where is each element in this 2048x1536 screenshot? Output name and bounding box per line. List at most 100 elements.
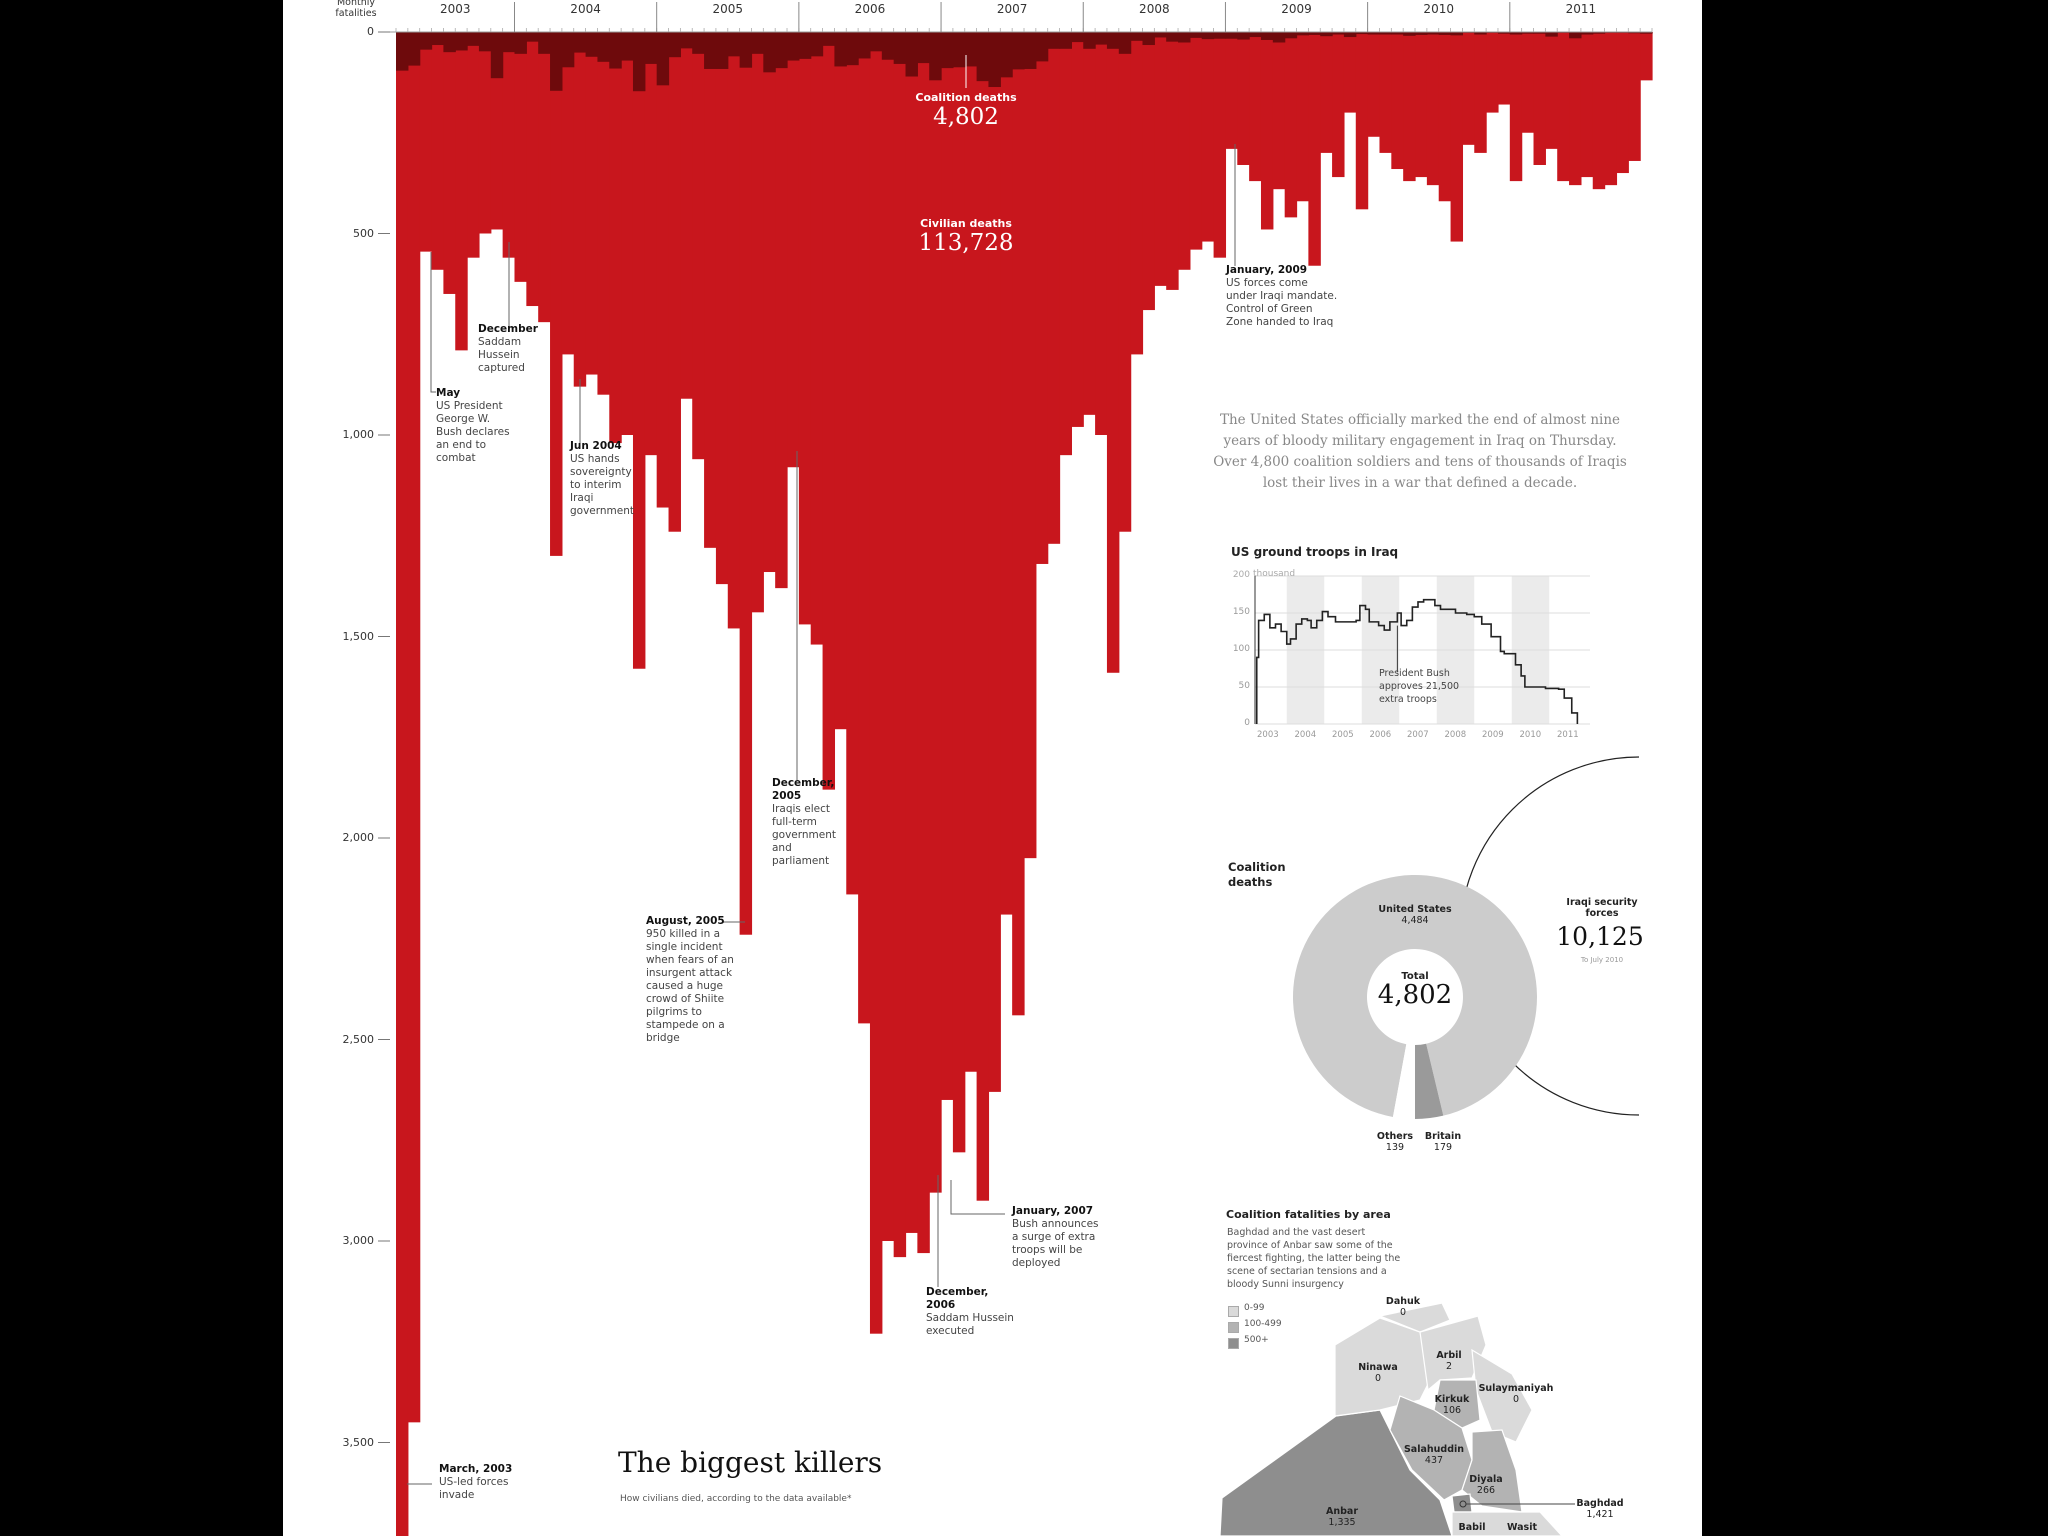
region-diyala (1461, 1429, 1523, 1513)
region-name: Diyala (1469, 1474, 1503, 1485)
map-label-kirkuk: Kirkuk 106 (1435, 1394, 1470, 1416)
coalition-bar (609, 32, 622, 69)
coalition-bar (597, 32, 610, 62)
coalition-bar (1592, 32, 1606, 34)
y-tick-label: 500 (353, 226, 374, 240)
year-label: 2011 (1565, 2, 1597, 16)
civilian-bar (1106, 32, 1120, 673)
coalition-bar (1106, 32, 1120, 49)
region-value: 266 (1476, 1485, 1496, 1496)
biggest-killers-title: The biggest killers (618, 1446, 883, 1479)
civilian-bar (1189, 32, 1203, 250)
map-label-dahuk: Dahuk 0 (1386, 1296, 1420, 1318)
civilian-bar (1628, 32, 1641, 161)
donut-total-label: Total (1401, 971, 1429, 982)
civilian-bar (1367, 32, 1381, 137)
civilian-bar (1557, 32, 1570, 182)
coalition-bar (893, 32, 907, 64)
civilian-bar (1296, 32, 1309, 202)
legend-swatch (1228, 1306, 1239, 1317)
civilian-bar (455, 32, 468, 351)
coalition-bar (1012, 32, 1025, 70)
civilian-bar (1118, 32, 1132, 532)
region-name: Kirkuk (1434, 1394, 1470, 1405)
coalition-bar (1178, 32, 1191, 43)
annotation-text: Bush announces a surge of extra troops w… (1012, 1218, 1099, 1269)
civilian-bar (1403, 32, 1416, 182)
civilian-bar (715, 32, 729, 585)
legend-swatch (1228, 1322, 1239, 1333)
ann-line-may (430, 252, 436, 393)
coalition-bar (1332, 32, 1345, 35)
civilian-bar (1000, 32, 1013, 915)
civilian-bar (1012, 32, 1025, 1016)
coalition-bar (656, 32, 670, 86)
coalition-bar (1628, 32, 1641, 34)
slice-united-states (1293, 874, 1537, 1117)
civilian-bar (739, 32, 753, 935)
civilian-bar (881, 32, 895, 1241)
coalition-bar (775, 32, 788, 69)
map-label-anbar: Anbar 1,335 (1326, 1506, 1358, 1528)
civilian-bar (1249, 32, 1262, 182)
iraqi-forces-label: Iraqi security forces (1557, 897, 1647, 919)
troops-x-label: 2004 (1294, 730, 1317, 740)
coalition-bar (1000, 32, 1013, 78)
civilian-bar (1332, 32, 1345, 178)
coalition-bar (490, 32, 504, 79)
region-name: Wasit (1506, 1522, 1538, 1533)
region-value: 106 (1442, 1405, 1462, 1416)
civilian-bar (561, 32, 575, 355)
civilian-bar (1343, 32, 1357, 113)
civilian-bar (1545, 32, 1558, 149)
civilian-bar (1355, 32, 1369, 210)
slice-name: Others (1376, 1131, 1414, 1142)
slice-value: 179 (1433, 1142, 1453, 1153)
slice-label-others: Others 139 (1377, 1131, 1413, 1153)
civilian-bar (1616, 32, 1629, 174)
troops-y-label: 50 (1238, 681, 1250, 691)
civilian-bar (1142, 32, 1155, 311)
civilian-bar (929, 32, 942, 1193)
annotation-lines (407, 55, 1236, 1485)
coalition-bar (1640, 32, 1653, 34)
troops-x-label: 2010 (1519, 730, 1542, 740)
troops-x-label: 2011 (1557, 730, 1579, 740)
civilian-bar (490, 32, 504, 230)
region-name: Ninawa (1358, 1362, 1398, 1373)
comparison-name: Iraqi security forces (1566, 897, 1638, 919)
coalition-bar (988, 32, 1001, 88)
civilian-bar (656, 32, 670, 508)
coalition-bar (443, 32, 456, 53)
y-tick-label: 1,500 (342, 629, 375, 643)
civilian-bar (1604, 32, 1618, 186)
year-label: 2004 (570, 2, 601, 16)
map-label-salahuddin: Salahuddin 437 (1404, 1444, 1464, 1466)
civilian-bar (1426, 32, 1440, 186)
annotation-title: December (478, 323, 538, 335)
biggest-killers-subtitle: How civilians died, according to the dat… (620, 1494, 852, 1504)
coalition-bar (1047, 32, 1061, 49)
region-value: 1,421 (1586, 1509, 1614, 1520)
map-label-wasit: Wasit (1507, 1522, 1537, 1533)
coalition-bar (1580, 32, 1594, 35)
coalition-bar (1533, 32, 1546, 34)
coalition-bar (419, 32, 433, 50)
troops-y-label: 100 (1232, 644, 1250, 654)
coalition-bar (1154, 32, 1167, 38)
coalition-bar (704, 32, 717, 69)
coalition-bar (455, 32, 468, 51)
annotation-dec2003: December Saddam Hussein captured (478, 323, 538, 375)
troops-chart-title: US ground troops in Iraq (1231, 545, 1399, 559)
civilian-bar (407, 32, 421, 1423)
coalition-bar (1213, 32, 1227, 39)
map-label-ninawa: Ninawa 0 (1358, 1362, 1398, 1384)
civilian-bar (1569, 32, 1582, 186)
coalition-bar (621, 32, 634, 61)
civilian-bar (1497, 32, 1511, 105)
annotation-title: December, 2005 (772, 777, 835, 802)
region-kirkuk (1433, 1379, 1481, 1429)
map-title: Coalition fatalities by area (1226, 1208, 1391, 1221)
civilian-bar (798, 32, 812, 625)
annotation-title: December, 2006 (926, 1286, 989, 1311)
